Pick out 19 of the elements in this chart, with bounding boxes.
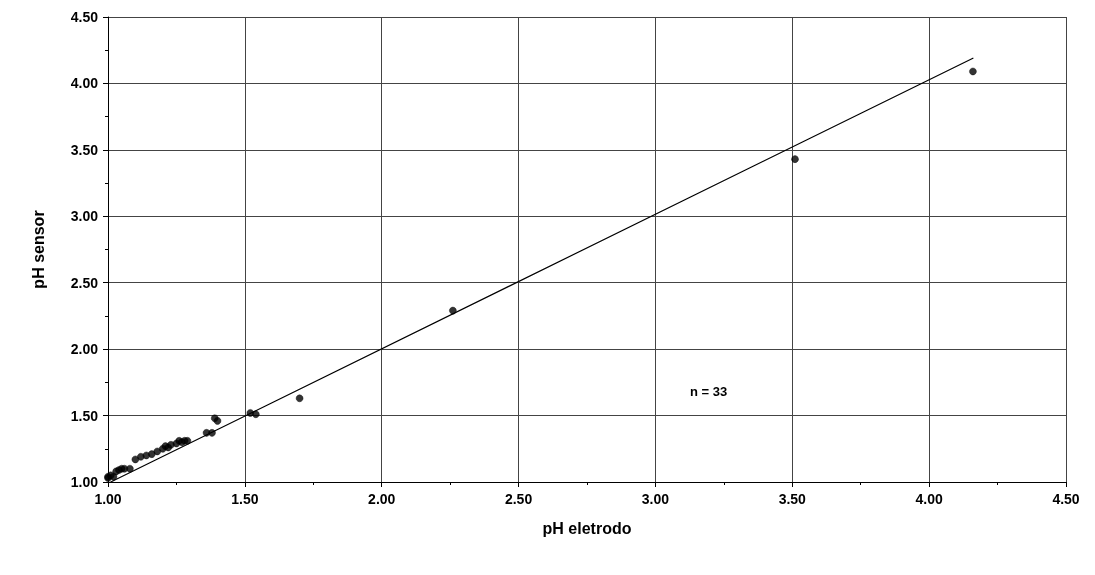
x-tick-label: 1.50 bbox=[231, 491, 259, 507]
x-tick-label: 3.50 bbox=[778, 491, 807, 507]
y-tick-label: 3.00 bbox=[70, 208, 99, 225]
annotation: n = 33 bbox=[690, 384, 728, 399]
y-tick-label: 4.00 bbox=[70, 75, 99, 92]
y-axis-title: pH sensor bbox=[29, 210, 47, 289]
x-tick-label: 2.00 bbox=[368, 491, 396, 507]
x-tick-label: 2.50 bbox=[504, 491, 533, 507]
x-tick-label: 4.00 bbox=[915, 491, 943, 507]
x-tick-label: 4.50 bbox=[1052, 491, 1080, 507]
y-tick-label: 2.00 bbox=[70, 341, 99, 358]
x-axis-title: pH eletrodo bbox=[542, 519, 632, 537]
x-tick-label: 3.00 bbox=[641, 491, 670, 507]
x-tick-label: 1.00 bbox=[94, 491, 122, 507]
y-tick-label: 1.50 bbox=[70, 407, 99, 424]
y-tick-label: 2.50 bbox=[70, 274, 99, 291]
y-tick-label: 4.50 bbox=[70, 9, 99, 25]
y-tick-label: 1.00 bbox=[70, 474, 99, 490]
y-tick-label: 3.50 bbox=[70, 141, 99, 158]
